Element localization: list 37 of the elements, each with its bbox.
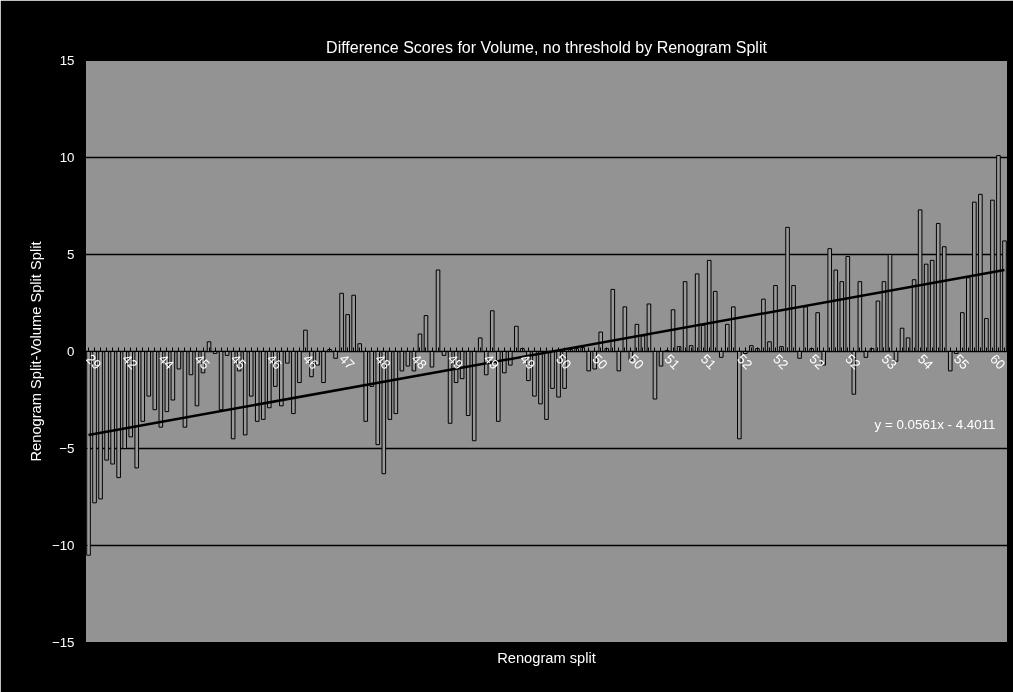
- y-tick-label: 15: [59, 53, 75, 68]
- x-tick-label: 53: [878, 351, 900, 373]
- chart-title: Difference Scores for Volume, no threshold by Renogram Split: [326, 38, 768, 56]
- y-tick-label: −5: [59, 441, 75, 456]
- x-tick-label: 48: [372, 351, 394, 373]
- x-tick-label: 50: [553, 351, 575, 373]
- y-tick-label: 10: [59, 150, 75, 165]
- x-tick-label: 52: [806, 351, 828, 373]
- x-tick-label: 49: [517, 351, 539, 373]
- x-tick-label: 29: [83, 351, 105, 373]
- x-tick-label: 45: [227, 351, 249, 373]
- x-tick-label: 54: [914, 351, 937, 373]
- annotation: y = 0.0561x - 4.4011: [874, 416, 996, 432]
- x-tick-label: 60: [987, 351, 1009, 373]
- y-tick-label: 0: [67, 344, 75, 359]
- y-tick-label: 5: [67, 247, 75, 262]
- x-tick-label: 45: [191, 351, 213, 373]
- x-tick-label: 50: [625, 351, 647, 373]
- x-tick-label: 51: [697, 351, 719, 373]
- x-tick-label: 48: [408, 351, 430, 373]
- x-tick-label: 49: [444, 351, 466, 373]
- x-tick-label: 42: [119, 351, 141, 373]
- x-tick-label: 46: [300, 351, 322, 373]
- x-tick-label: 55: [950, 351, 973, 373]
- x-tick-label: 51: [661, 351, 683, 373]
- x-tick-label: 49: [480, 351, 503, 373]
- x-tick-label: 52: [734, 351, 756, 373]
- y-tick-label: −10: [51, 538, 75, 553]
- y-axis-title: Renogram Split-Volume Split Split: [27, 241, 44, 462]
- x-axis-title: Renogram split: [497, 649, 596, 666]
- x-tick-label: 46: [263, 351, 286, 373]
- y-tick-label: −15: [51, 635, 75, 650]
- x-tick-label: 47: [336, 351, 358, 373]
- x-tick-label: 44: [155, 351, 178, 373]
- x-tick-label: 50: [589, 351, 611, 373]
- x-tick-label: 52: [842, 351, 864, 373]
- x-tick-label: 52: [770, 351, 792, 373]
